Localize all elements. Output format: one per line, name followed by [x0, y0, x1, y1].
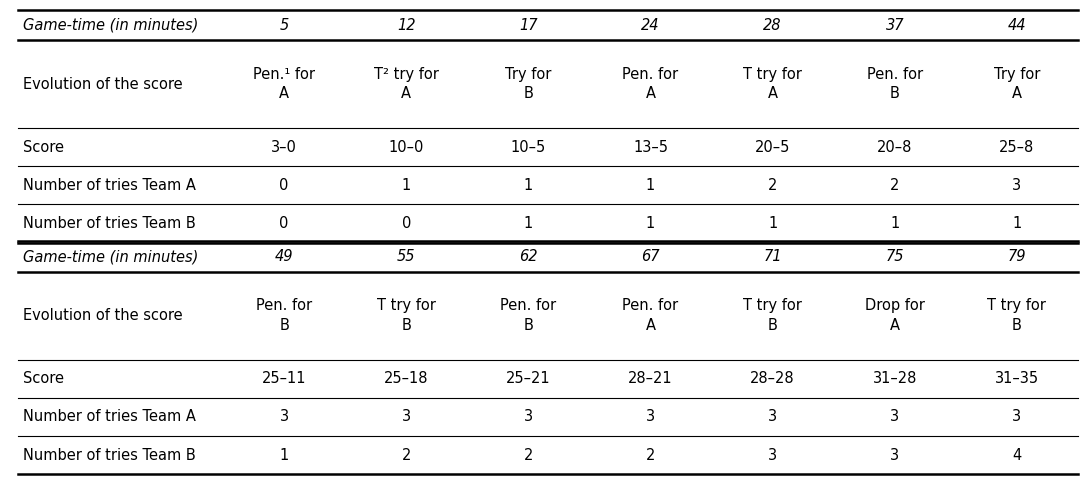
Text: 20–5: 20–5	[755, 140, 791, 155]
Text: 2: 2	[523, 447, 533, 463]
Text: 3: 3	[523, 409, 533, 424]
Text: Pen. for
A: Pen. for A	[622, 66, 679, 101]
Text: Pen. for
B: Pen. for B	[867, 66, 923, 101]
Text: 20–8: 20–8	[877, 140, 912, 155]
Text: Game-time (in minutes): Game-time (in minutes)	[23, 18, 199, 33]
Text: 1: 1	[646, 216, 655, 231]
Text: 1: 1	[1012, 216, 1022, 231]
Text: 25–21: 25–21	[506, 371, 551, 386]
Text: 1: 1	[768, 216, 778, 231]
Text: 62: 62	[519, 249, 538, 264]
Text: T try for
A: T try for A	[743, 66, 803, 101]
Text: Try for
B: Try for B	[505, 66, 552, 101]
Text: 2: 2	[646, 447, 655, 463]
Text: 10–5: 10–5	[510, 140, 546, 155]
Text: Try for
A: Try for A	[994, 66, 1040, 101]
Text: Pen. for
B: Pen. for B	[256, 298, 312, 333]
Text: 12: 12	[397, 18, 416, 33]
Text: 3: 3	[402, 409, 411, 424]
Text: T² try for
A: T² try for A	[374, 66, 439, 101]
Text: 79: 79	[1008, 249, 1026, 264]
Text: 0: 0	[402, 216, 411, 231]
Text: 0: 0	[279, 178, 289, 193]
Text: 10–0: 10–0	[389, 140, 424, 155]
Text: Game-time (in minutes): Game-time (in minutes)	[23, 249, 199, 264]
Text: 24: 24	[641, 18, 660, 33]
Text: 4: 4	[1012, 447, 1022, 463]
Text: 37: 37	[885, 18, 904, 33]
Text: 13–5: 13–5	[633, 140, 668, 155]
Text: 0: 0	[279, 216, 289, 231]
Text: 44: 44	[1008, 18, 1026, 33]
Text: 75: 75	[885, 249, 904, 264]
Text: 2: 2	[402, 447, 411, 463]
Text: Score: Score	[23, 371, 64, 386]
Text: Evolution of the score: Evolution of the score	[23, 308, 182, 323]
Text: T try for
B: T try for B	[987, 298, 1047, 333]
Text: 3: 3	[891, 447, 899, 463]
Text: 25–8: 25–8	[999, 140, 1035, 155]
Text: 2: 2	[891, 178, 899, 193]
Text: Pen. for
B: Pen. for B	[501, 298, 556, 333]
Text: Number of tries Team A: Number of tries Team A	[23, 178, 195, 193]
Text: Number of tries Team B: Number of tries Team B	[23, 447, 195, 463]
Text: 5: 5	[279, 18, 289, 33]
Text: 3: 3	[646, 409, 655, 424]
Text: 1: 1	[523, 216, 533, 231]
Text: Evolution of the score: Evolution of the score	[23, 76, 182, 92]
Text: 3: 3	[1012, 178, 1022, 193]
Text: 3: 3	[891, 409, 899, 424]
Text: 1: 1	[646, 178, 655, 193]
Text: 1: 1	[523, 178, 533, 193]
Text: 3: 3	[1012, 409, 1022, 424]
Text: 55: 55	[397, 249, 416, 264]
Text: 3: 3	[768, 447, 778, 463]
Text: 3–0: 3–0	[272, 140, 296, 155]
Text: 71: 71	[763, 249, 782, 264]
Text: T try for
B: T try for B	[377, 298, 435, 333]
Text: Pen.¹ for
A: Pen.¹ for A	[253, 66, 315, 101]
Text: 28–28: 28–28	[750, 371, 795, 386]
Text: 17: 17	[519, 18, 538, 33]
Text: T try for
B: T try for B	[743, 298, 803, 333]
Text: Number of tries Team B: Number of tries Team B	[23, 216, 195, 231]
Text: 1: 1	[279, 447, 289, 463]
Text: 49: 49	[275, 249, 293, 264]
Text: Pen. for
A: Pen. for A	[622, 298, 679, 333]
Text: 67: 67	[641, 249, 660, 264]
Text: Score: Score	[23, 140, 64, 155]
Text: 25–18: 25–18	[384, 371, 429, 386]
Text: 3: 3	[768, 409, 778, 424]
Text: 2: 2	[768, 178, 778, 193]
Text: 28: 28	[763, 18, 782, 33]
Text: 1: 1	[891, 216, 899, 231]
Text: 31–28: 31–28	[872, 371, 917, 386]
Text: Drop for
A: Drop for A	[864, 298, 924, 333]
Text: 28–21: 28–21	[628, 371, 673, 386]
Text: 3: 3	[279, 409, 289, 424]
Text: 1: 1	[402, 178, 411, 193]
Text: Number of tries Team A: Number of tries Team A	[23, 409, 195, 424]
Text: 31–35: 31–35	[995, 371, 1039, 386]
Text: 25–11: 25–11	[262, 371, 306, 386]
